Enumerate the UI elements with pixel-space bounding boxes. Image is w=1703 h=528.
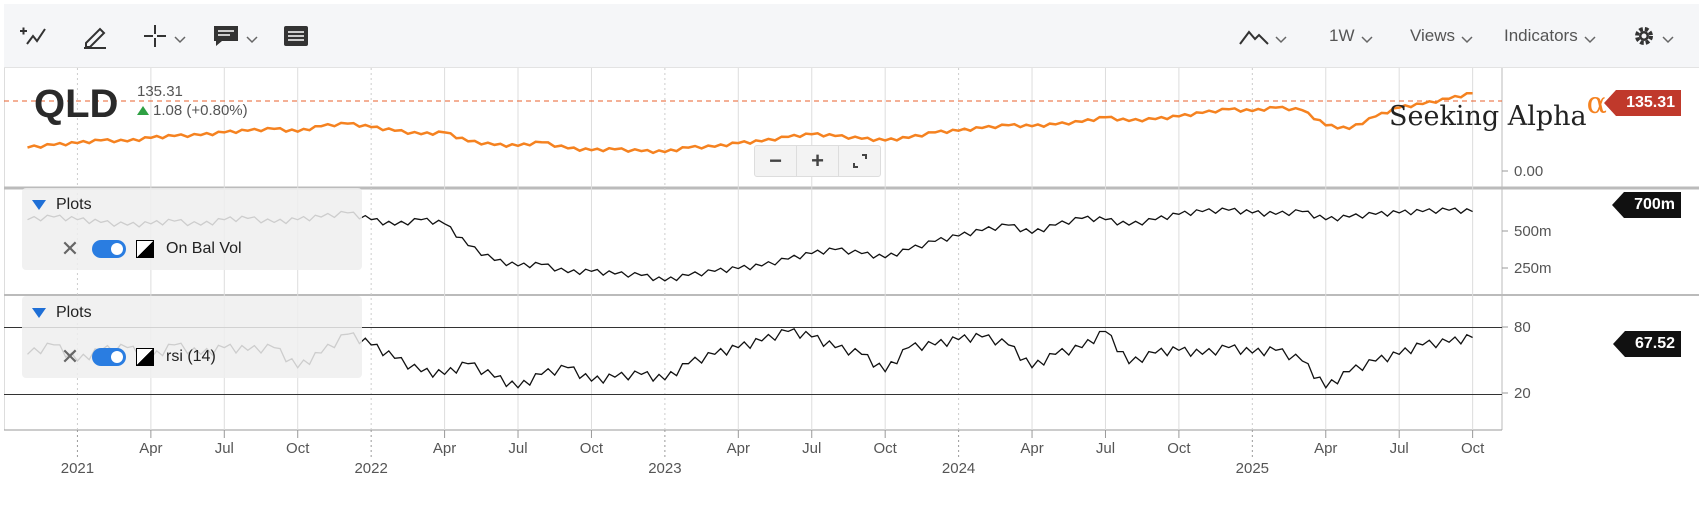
x-tick-label: Jul: [215, 440, 234, 457]
zoom-out-button[interactable]: −: [755, 146, 797, 176]
plots-panel-row: ✕ rsi (14): [60, 344, 216, 370]
rsi-plots-panel: Plots ✕ rsi (14): [22, 296, 362, 378]
up-arrow-icon: [137, 106, 149, 115]
obv-plots-panel: Plots ✕ On Bal Vol: [22, 188, 362, 270]
color-picker-icon[interactable]: [136, 348, 154, 366]
x-tick-label: Jul: [1390, 440, 1409, 457]
ticker-symbol: QLD: [34, 82, 119, 126]
x-tick-label: Jul: [508, 440, 527, 457]
last-price: 135.31: [137, 83, 183, 100]
y-tick-label: 500m: [1514, 223, 1552, 240]
price-change: 1.08 (+0.80%): [137, 101, 248, 120]
x-year-label: 2024: [942, 460, 975, 477]
x-tick-label: Apr: [727, 440, 750, 457]
chevron-down-icon: [1360, 35, 1373, 43]
indicator-label: On Bal Vol: [166, 240, 242, 257]
plots-panel-title[interactable]: Plots: [32, 304, 92, 322]
list-icon[interactable]: [282, 4, 310, 67]
plots-panel-title[interactable]: Plots: [32, 196, 92, 214]
plots-panel-row: ✕ On Bal Vol: [60, 236, 242, 262]
y-tick-label: 80: [1514, 319, 1531, 336]
x-tick-label: Jul: [802, 440, 821, 457]
color-picker-icon[interactable]: [136, 240, 154, 258]
y-tick-label: 20: [1514, 385, 1531, 402]
x-tick-label: Oct: [286, 440, 310, 457]
expand-icon[interactable]: [839, 146, 880, 176]
visibility-toggle[interactable]: [92, 348, 126, 366]
series-line-price: [27, 92, 1473, 155]
zoom-controls: − +: [754, 145, 881, 177]
comment-icon[interactable]: [212, 4, 258, 67]
x-year-label: 2023: [648, 460, 681, 477]
price-change-text: 1.08 (+0.80%): [153, 102, 248, 119]
x-tick-label: Apr: [1020, 440, 1043, 457]
price-badge: 135.31: [1604, 90, 1681, 116]
x-tick-label: Jul: [1096, 440, 1115, 457]
rsi-badge: 67.52: [1612, 331, 1681, 357]
chevron-down-icon: [1584, 35, 1596, 43]
chevron-down-icon: [174, 35, 186, 43]
x-tick-label: Oct: [1461, 440, 1485, 457]
pencil-icon[interactable]: [82, 4, 110, 67]
views-menu[interactable]: Views: [1410, 4, 1473, 67]
y-tick-label: 0.00: [1514, 163, 1543, 180]
remove-indicator-button[interactable]: ✕: [60, 236, 80, 261]
x-year-label: 2021: [61, 460, 94, 477]
x-year-label: 2025: [1236, 460, 1269, 477]
crosshair-icon[interactable]: [142, 4, 186, 67]
indicators-menu[interactable]: Indicators: [1504, 4, 1596, 67]
gear-icon[interactable]: [1632, 4, 1674, 67]
chevron-down-icon: [246, 35, 258, 43]
x-tick-label: Oct: [580, 440, 604, 457]
chart-toolbar: 1W Views Indicators: [4, 4, 1699, 68]
brand-logo: Seeking Alphaα: [1389, 86, 1607, 133]
brand-alpha-symbol: α: [1586, 86, 1607, 121]
chevron-down-icon: [1275, 35, 1287, 43]
zoom-in-button[interactable]: +: [797, 146, 839, 176]
quote-block: 135.31 1.08 (+0.80%): [137, 82, 248, 120]
chart-svg[interactable]: Apr Jul Oct Apr Jul Oct Apr Jul Oct Apr Jul Oct Apr J…: [4, 68, 1699, 528]
x-year-label: 2022: [354, 460, 387, 477]
x-tick-label: Oct: [1167, 440, 1191, 457]
y-tick-label: 250m: [1514, 260, 1552, 277]
visibility-toggle[interactable]: [92, 240, 126, 258]
obv-badge: 700m: [1612, 192, 1681, 218]
brand-name: Seeking Alpha: [1389, 101, 1587, 132]
indicator-label: rsi (14): [166, 348, 216, 365]
collapse-triangle-icon[interactable]: [32, 308, 46, 318]
chevron-down-icon: [1662, 35, 1674, 43]
chevron-down-icon: [1461, 35, 1473, 43]
x-tick-label: Oct: [874, 440, 898, 457]
collapse-triangle-icon[interactable]: [32, 200, 46, 210]
x-tick-label: Apr: [139, 440, 162, 457]
x-tick-label: Apr: [433, 440, 456, 457]
mountain-chart-icon[interactable]: [1239, 4, 1287, 67]
x-tick-label: Apr: [1314, 440, 1337, 457]
add-indicator-icon[interactable]: [18, 4, 48, 67]
interval-select[interactable]: 1W: [1329, 4, 1373, 67]
chart-area[interactable]: Apr Jul Oct Apr Jul Oct Apr Jul Oct Apr Jul Oct Apr J…: [4, 68, 1699, 528]
remove-indicator-button[interactable]: ✕: [60, 344, 80, 369]
